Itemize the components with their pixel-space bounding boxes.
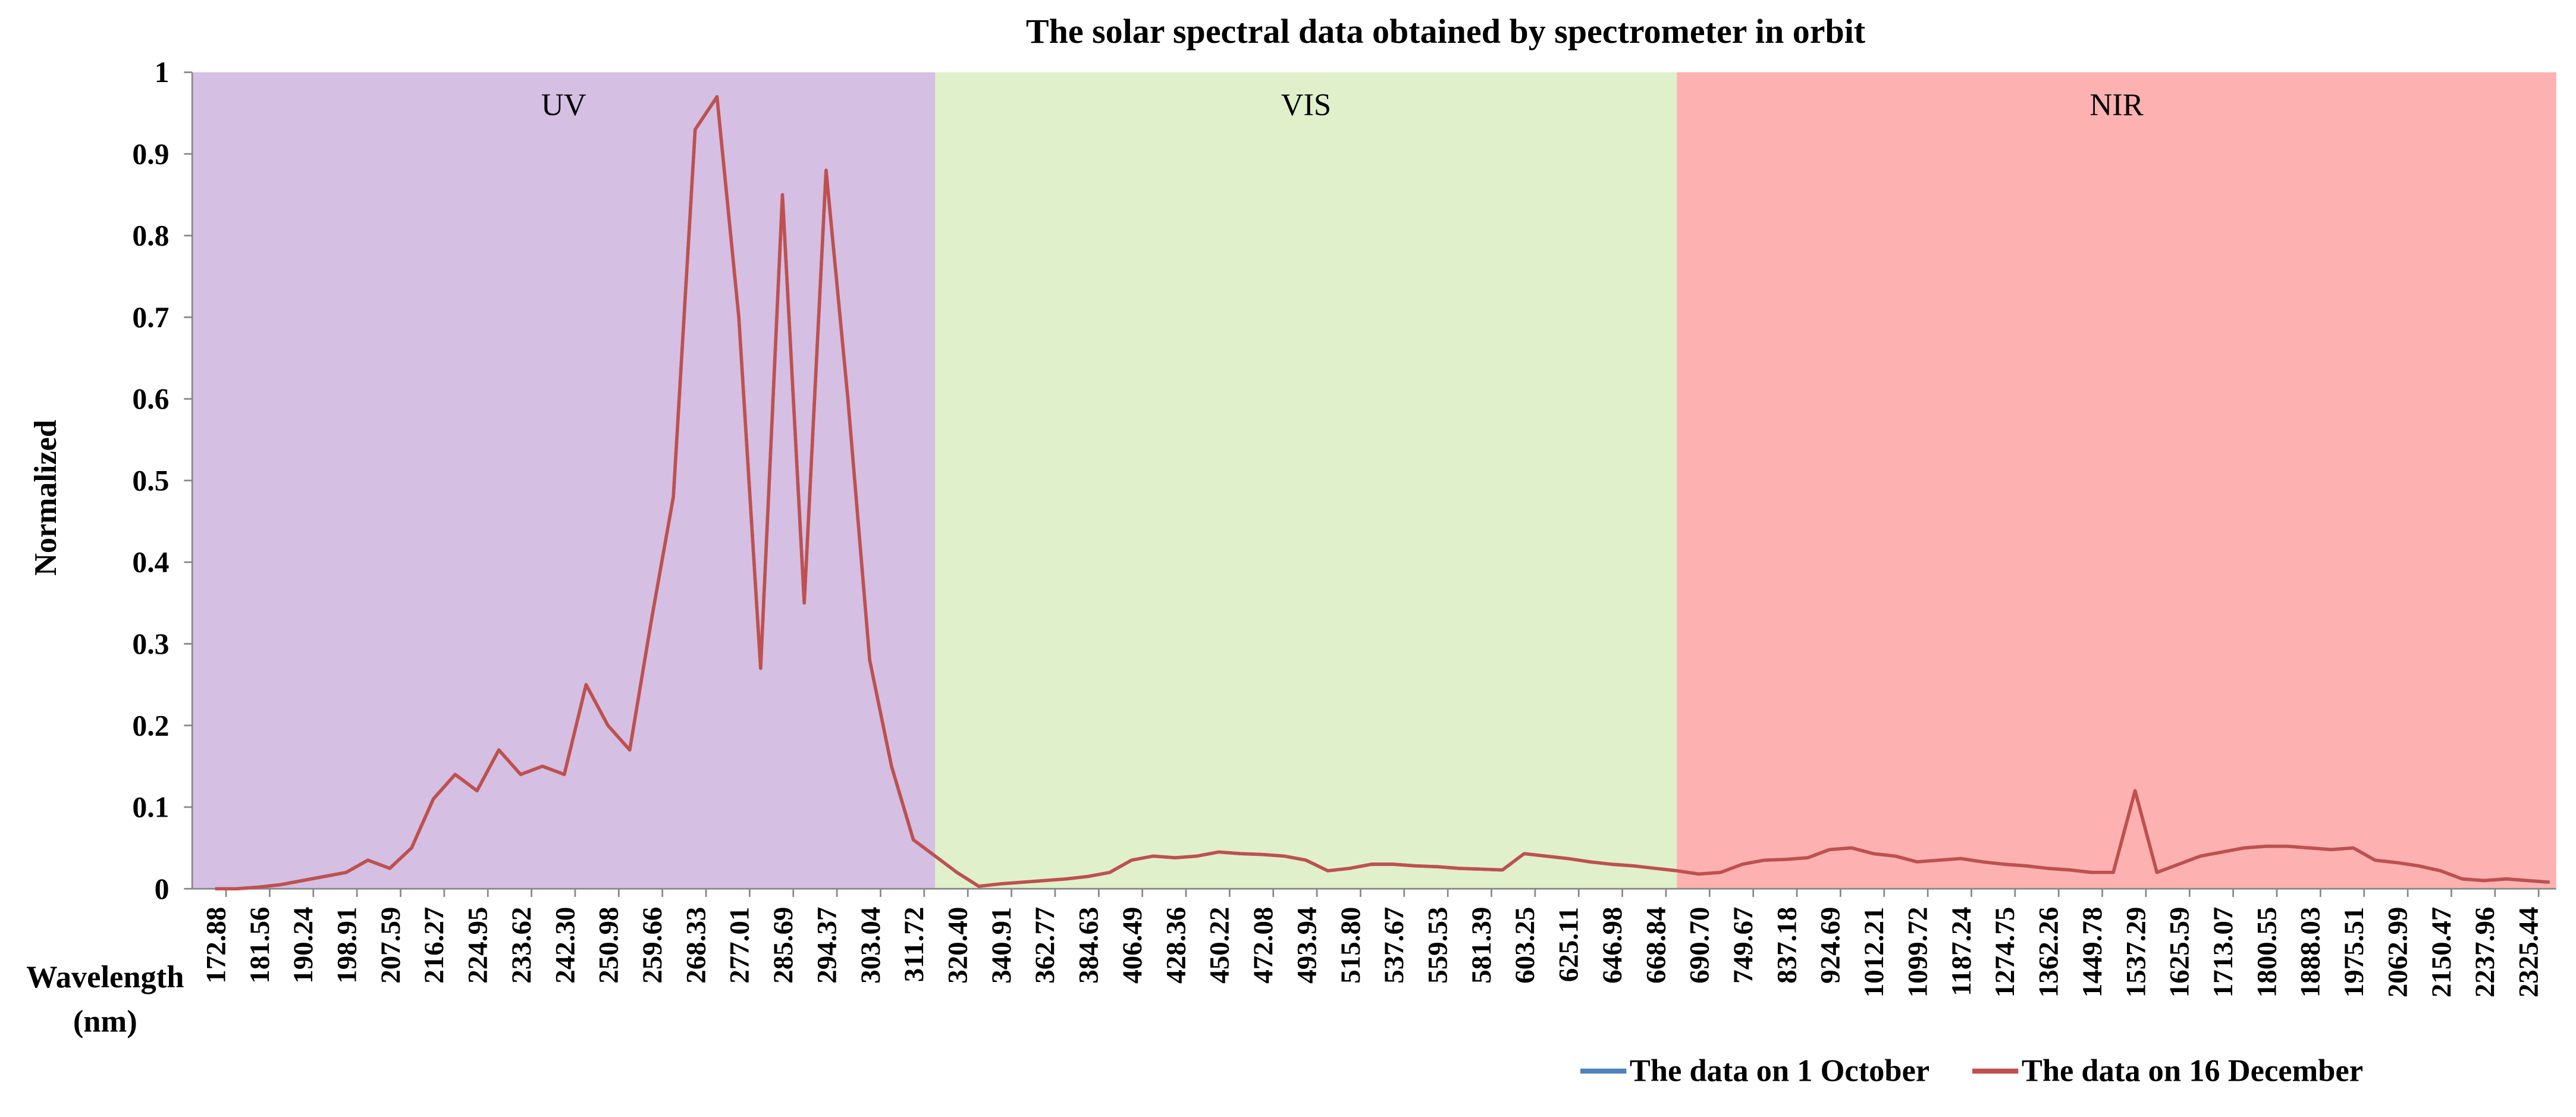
x-tick-label: 537.67: [1379, 907, 1410, 984]
x-tick-label: 250.98: [594, 907, 625, 984]
x-tick-label: 1362.26: [2034, 907, 2064, 998]
region-band: [1677, 72, 2556, 889]
x-tick-label: 924.69: [1815, 907, 1846, 984]
y-tick-label: 1: [155, 56, 170, 89]
series-line: [215, 95, 2550, 891]
x-tick-label: 1012.21: [1859, 907, 1890, 998]
x-tick-label: 172.88: [200, 907, 231, 984]
x-tick-label: 259.66: [637, 907, 668, 984]
region-label: NIR: [2089, 87, 2143, 122]
y-tick-label: 0.5: [132, 464, 169, 497]
x-tick-label: 311.72: [899, 907, 930, 983]
x-tick-label: 1099.72: [1902, 907, 1933, 998]
x-tick-label: 340.91: [986, 907, 1017, 984]
y-tick-label: 0.8: [132, 219, 169, 252]
x-tick-label: 1187.24: [1946, 907, 1977, 996]
x-tick-label: 2062.99: [2382, 907, 2413, 998]
x-tick-label: 690.70: [1684, 907, 1715, 984]
x-tick-label: 277.01: [724, 907, 755, 984]
x-tick-label: 646.98: [1597, 907, 1628, 984]
x-tick-label: 2150.47: [2426, 907, 2457, 998]
x-tick-label: 450.22: [1204, 907, 1235, 984]
x-tick-label: 2237.96: [2470, 907, 2500, 998]
regions: UV VIS NIR: [192, 72, 2556, 889]
y-axis-label: Normalized: [29, 420, 63, 576]
x-tick-label: 493.94: [1291, 907, 1322, 984]
x-tick-label: 285.69: [768, 907, 799, 984]
y-tick-label: 0.6: [132, 382, 169, 415]
x-tick-label: 749.67: [1728, 907, 1759, 984]
x-tick-label: 320.40: [943, 907, 974, 984]
x-tick-label: 233.62: [506, 907, 537, 984]
x-tick-label: 1625.59: [2164, 907, 2195, 998]
region-band: [935, 72, 1677, 889]
x-tick-label: 1537.29: [2120, 907, 2151, 998]
x-tick-label: 428.36: [1160, 907, 1191, 984]
x-tick-label: 303.04: [855, 907, 886, 984]
y-tick-label: 0.2: [132, 709, 169, 742]
region-label: VIS: [1281, 87, 1332, 122]
x-tick-label: 198.91: [331, 907, 362, 984]
x-tick-label: 625.11: [1554, 907, 1584, 983]
chart-title: The solar spectral data obtained by spec…: [1026, 12, 1866, 51]
x-tick-label: 581.39: [1466, 907, 1497, 984]
y-tick-label: 0.7: [132, 301, 169, 334]
x-tick-label: 268.33: [680, 907, 711, 984]
x-tick-label: 242.30: [550, 907, 581, 984]
x-tick-label: 181.56: [244, 907, 275, 984]
x-tick-label: 559.53: [1422, 907, 1453, 984]
legend-label: The data on 16 December: [2022, 1053, 2363, 1088]
y-tick-label: 0.4: [132, 546, 169, 579]
x-tick-label: 207.59: [375, 907, 406, 984]
x-tick-label: 603.25: [1510, 907, 1540, 984]
x-tick-label: 224.95: [463, 907, 494, 984]
legend-label: The data on 1 October: [1630, 1053, 1929, 1088]
x-tick-label: 1274.75: [1990, 907, 2020, 998]
x-tick-label: 1975.51: [2339, 907, 2370, 998]
y-tick-label: 0: [155, 873, 170, 905]
x-tick-label: 1800.55: [2251, 907, 2282, 998]
x-tick-label: 384.63: [1074, 907, 1105, 984]
y-tick-label: 0.1: [132, 791, 169, 824]
region-label: UV: [541, 87, 586, 122]
y-tick-label: 0.9: [132, 137, 169, 170]
x-tick-label: 362.77: [1030, 907, 1060, 984]
x-tick-label: 406.49: [1117, 907, 1148, 984]
x-tick-label: 216.27: [419, 907, 450, 984]
x-axis-label: Wavelength (nm): [26, 961, 184, 1040]
x-tick-label: 1449.78: [2077, 907, 2108, 998]
y-tick-label: 0.3: [132, 627, 169, 660]
x-tick-label: 190.24: [288, 907, 319, 984]
x-tick-label: 668.84: [1640, 907, 1671, 984]
x-tick-label: 1888.03: [2295, 907, 2326, 998]
x-tick-label: 2325.44: [2514, 907, 2544, 998]
x-tick-label: 837.18: [1771, 907, 1802, 984]
x-tick-label: 1713.07: [2208, 907, 2239, 998]
x-tick-label: 472.08: [1248, 907, 1279, 984]
x-tick-label: 515.80: [1335, 907, 1366, 984]
x-tick-label: 294.37: [811, 907, 842, 984]
